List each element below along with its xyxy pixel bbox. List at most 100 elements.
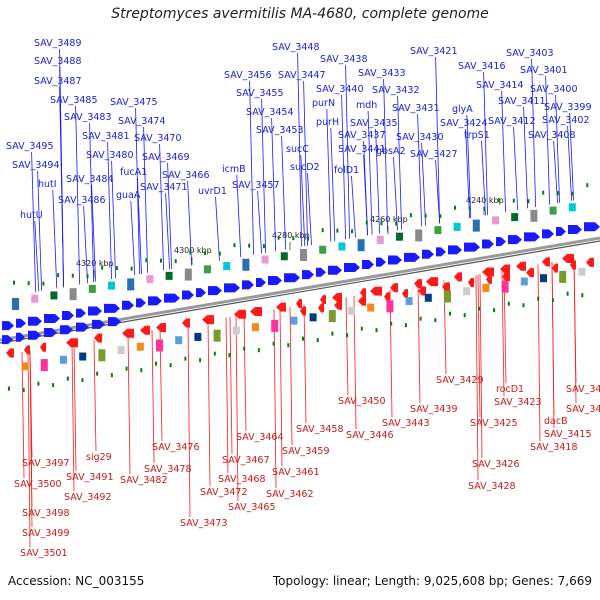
gene-label-forward[interactable]: gbsA2 [376,146,406,157]
gene-arrow-reverse[interactable] [318,303,324,313]
gene-arrow-forward[interactable] [584,222,600,232]
gene-label-reverse[interactable]: SAV_3423 [494,397,542,408]
gene-label-forward[interactable]: mdh [356,100,377,111]
gene-label-forward[interactable]: SAV_3408 [528,130,576,141]
gene-label-forward[interactable]: SAV_3401 [520,65,568,76]
gene-label-forward[interactable]: icmB [222,164,246,175]
gene-arrow-forward[interactable] [388,255,402,265]
gene-label-forward[interactable]: SAV_3483 [64,112,112,123]
gene-label-forward[interactable]: SAV_3402 [542,115,590,126]
gene-arrow-forward[interactable] [76,322,89,332]
gene-label-forward[interactable]: SAV_3489 [34,38,82,49]
gene-label-forward[interactable]: SAV_3440 [316,84,364,95]
gene-arrow-reverse[interactable] [418,286,426,296]
gene-arrow-forward[interactable] [60,325,73,335]
gene-label-forward[interactable]: folD1 [334,165,359,176]
gene-arrow-forward[interactable] [508,235,522,245]
gene-label-forward[interactable]: SAV_3411 [498,96,546,107]
gene-arrow-forward[interactable] [556,226,566,236]
gene-label-forward[interactable]: SAV_3485 [50,95,98,106]
gene-label-reverse[interactable]: SAV_3409 [566,384,600,395]
gene-label-forward[interactable]: SAV_3431 [392,103,440,114]
gene-label-forward[interactable]: SAV_3487 [34,76,82,87]
gene-arrow-reverse[interactable] [24,345,30,355]
gene-arrow-reverse[interactable] [468,277,474,287]
gene-label-forward[interactable]: SAV_3427 [410,149,458,160]
gene-arrow-forward[interactable] [122,300,134,310]
gene-label-forward[interactable]: SAV_3456 [224,70,272,81]
gene-arrow-forward[interactable] [482,239,494,249]
gene-label-reverse[interactable]: SAV_3482 [120,475,168,486]
gene-arrow-reverse[interactable] [320,295,326,305]
gene-label-forward[interactable]: SAV_3484 [66,174,114,185]
gene-label-forward[interactable]: SAV_3455 [236,88,284,99]
gene-arrow-forward[interactable] [104,303,120,313]
gene-label-reverse[interactable]: SAV_3418 [530,442,578,453]
gene-label-forward[interactable]: SAV_3453 [256,125,304,136]
gene-label-forward[interactable]: SAV_3438 [320,54,368,65]
gene-label-forward[interactable]: SAV_3494 [12,160,60,171]
gene-label-forward[interactable]: SAV_3416 [458,61,506,72]
gene-arrow-forward[interactable] [16,318,26,328]
gene-arrow-reverse[interactable] [562,253,574,263]
gene-label-forward[interactable]: purN [312,98,335,109]
gene-arrow-reverse[interactable] [40,342,46,352]
gene-arrow-forward[interactable] [376,257,386,267]
gene-arrow-forward[interactable] [108,317,121,327]
gene-label-forward[interactable]: SAV_3414 [476,80,524,91]
gene-arrow-reverse[interactable] [334,300,342,310]
gene-arrow-reverse[interactable] [516,261,526,271]
gene-arrow-reverse[interactable] [502,272,510,282]
gene-arrow-forward[interactable] [284,273,300,283]
gene-label-forward[interactable]: SAV_3495 [6,141,54,152]
gene-label-forward[interactable]: SAV_3403 [506,48,554,59]
gene-arrow-forward[interactable] [496,237,506,247]
gene-label-reverse[interactable]: SAV_3478 [144,464,192,475]
gene-arrow-forward[interactable] [422,249,434,259]
gene-label-reverse[interactable]: SAV_3429 [436,375,484,386]
gene-label-forward[interactable]: SAV_3399 [544,102,592,113]
gene-label-forward[interactable]: uvrD1 [198,186,227,197]
gene-label-reverse[interactable]: SAV_3426 [472,459,520,470]
gene-label-reverse[interactable]: SAV_3459 [282,446,330,457]
gene-label-reverse[interactable]: SAV_3415 [544,429,592,440]
gene-label-forward[interactable]: SAV_3474 [118,116,166,127]
gene-label-forward[interactable]: guaA [116,190,141,201]
gene-label-reverse[interactable]: SAV_3428 [468,481,516,492]
gene-arrow-forward[interactable] [436,247,446,257]
gene-label-forward[interactable]: SAV_3421 [410,46,458,57]
gene-label-forward[interactable]: SAV_3454 [246,107,294,118]
gene-label-forward[interactable]: SAV_3433 [358,68,406,79]
gene-arrow-forward[interactable] [88,306,102,316]
gene-arrow-reverse[interactable] [370,286,382,296]
gene-arrow-forward[interactable] [302,270,314,280]
gene-arrow-forward[interactable] [182,290,194,300]
gene-label-forward[interactable]: hutU [20,210,43,221]
gene-arrow-reverse[interactable] [202,315,214,325]
gene-label-forward[interactable]: sucD2 [290,162,320,173]
gene-arrow-forward[interactable] [62,310,74,320]
gene-arrow-reverse[interactable] [140,325,150,335]
gene-arrow-forward[interactable] [328,265,342,275]
gene-label-reverse[interactable]: SAV_3439 [410,404,458,415]
gene-arrow-reverse[interactable] [122,328,134,338]
gene-label-forward[interactable]: SAV_3481 [82,131,130,142]
gene-label-reverse[interactable]: rocD1 [496,384,524,395]
gene-label-reverse[interactable]: SAV_3465 [228,502,276,513]
gene-label-forward[interactable]: SAV_3430 [396,132,444,143]
gene-label-reverse[interactable]: SAV_3468 [218,474,266,485]
gene-arrow-forward[interactable] [196,288,206,298]
gene-arrow-forward[interactable] [242,280,254,290]
gene-arrow-forward[interactable] [344,263,360,273]
gene-label-reverse[interactable]: SAV_3491 [66,472,114,483]
gene-arrow-forward[interactable] [148,296,162,306]
gene-arrow-reverse[interactable] [360,288,366,298]
gene-arrow-forward[interactable] [136,298,146,308]
gene-label-forward[interactable]: SAV_3447 [278,70,326,81]
gene-arrow-reverse[interactable] [296,299,302,309]
gene-label-reverse[interactable]: SAV_3501 [20,548,68,559]
gene-label-reverse[interactable]: SAV_3473 [180,518,228,529]
gene-arrow-reverse[interactable] [526,268,534,278]
gene-label-reverse[interactable]: SAV_3500 [14,479,62,490]
